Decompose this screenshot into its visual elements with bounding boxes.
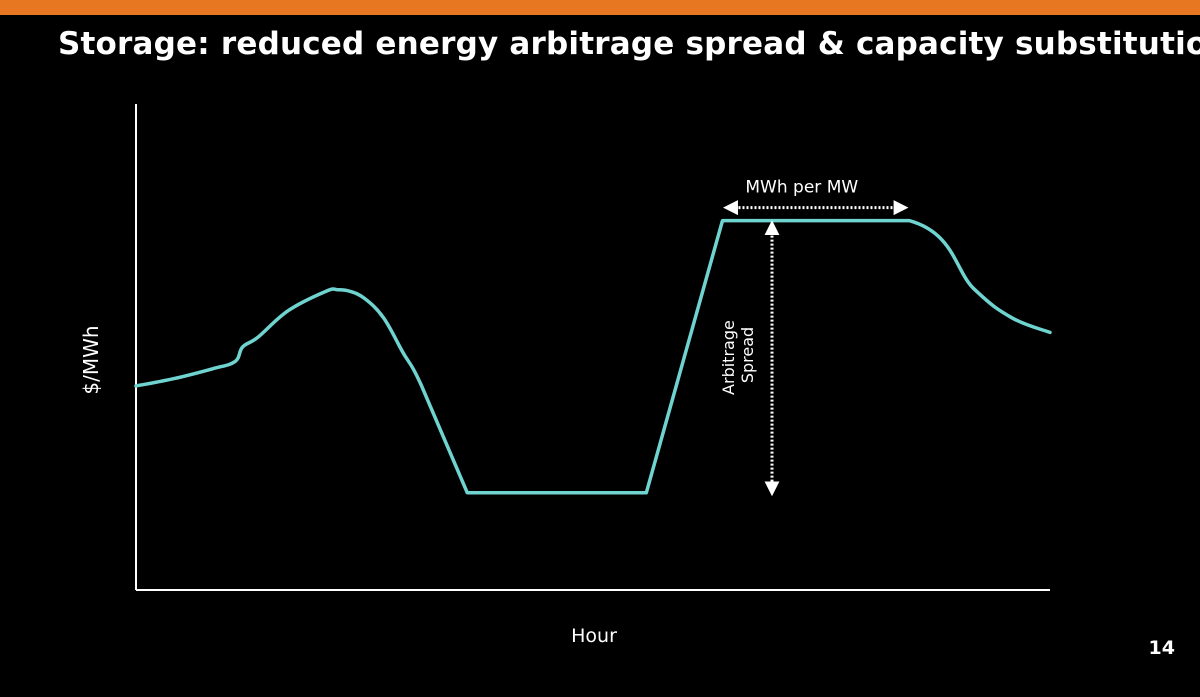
top-accent-bar — [0, 0, 1200, 15]
duration-label: MWh per MW — [745, 178, 858, 198]
page-number: 14 — [1148, 637, 1175, 659]
slide-title: Storage: reduced energy arbitrage spread… — [58, 26, 1200, 62]
price-curve-line — [134, 218, 1052, 495]
x-axis-label: Hour — [571, 625, 617, 647]
arbitrage-spread-label: Arbitrage Spread — [719, 315, 757, 395]
arbitrage-spread-label-line2: Spread — [738, 327, 757, 383]
arbitrage-spread-label-line1: Arbitrage — [719, 320, 738, 395]
y-axis-label: $/MWh — [79, 325, 103, 394]
